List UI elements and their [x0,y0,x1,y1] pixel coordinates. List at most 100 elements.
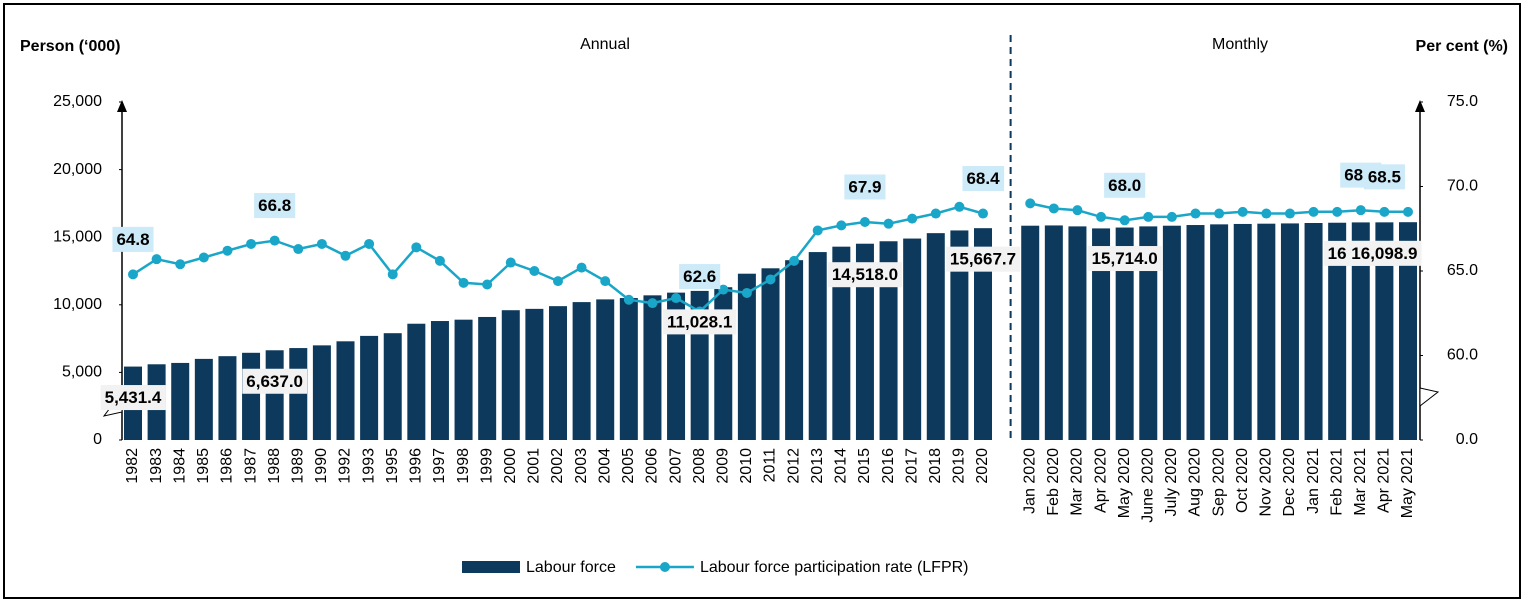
x-tick-label: Oct 2020 [1234,448,1251,513]
bar [1280,223,1299,440]
x-tick-label: 2010 [738,448,755,484]
x-tick-label: June 2020 [1139,448,1156,523]
x-tick-label: 2007 [667,448,684,484]
data-label-group: 16,098.9 [1347,240,1422,266]
label-box [1104,172,1146,198]
y-tick-label: 5,000 [62,364,102,381]
bar [1233,223,1252,440]
x-tick-label: 1993 [360,448,377,484]
marker [1143,211,1154,222]
marker [364,238,375,249]
legend-label: Labour force [526,559,616,576]
marker [907,213,918,224]
bar [572,302,591,440]
data-label: 68.4 [966,169,1000,188]
axis-break [1419,387,1440,408]
bar [1092,228,1111,440]
x-tick-label: Jan 2021 [1305,448,1322,514]
label-box [827,262,903,288]
x-tick-label: Aug 2020 [1187,448,1204,517]
bar [1021,225,1040,440]
x-tick-label: May 2020 [1116,448,1133,518]
bar [336,341,355,440]
data-label: 15,714.0 [1092,249,1158,268]
bar [430,321,449,440]
marker [718,284,729,295]
x-tick-label: 2012 [785,448,802,484]
data-label: 62.6 [683,267,716,286]
bar [832,246,851,440]
marker [1025,198,1036,209]
bar [619,298,638,440]
section-label: Monthly [1212,36,1268,53]
y2-tick-label: 70.0 [1447,178,1478,195]
marker [128,269,138,280]
x-tick-label: 1999 [478,448,495,484]
data-label-group: 68.0 [1104,172,1146,198]
marker [1284,208,1295,219]
data-label: 64.8 [116,230,149,249]
label-box [1363,164,1405,190]
x-tick-label: 2020 [974,448,991,484]
bar [879,241,898,440]
marker [930,208,941,219]
x-tick-label: 1984 [171,448,188,484]
marker [505,257,516,268]
bar [501,310,520,440]
data-label: 11,028.1 [667,312,732,331]
data-label-group: 67.9 [844,174,886,200]
marker [883,218,894,229]
data-label: 68.0 [1108,176,1141,195]
marker [812,225,823,236]
marker [1072,205,1083,216]
axis-arrow [117,100,127,112]
bar [1139,226,1158,440]
x-tick-label: 1998 [455,448,472,484]
x-tick-label: 1985 [195,448,212,484]
x-tick-label: 2004 [596,448,613,484]
bar [737,273,756,440]
x-tick-label: 1982 [124,448,141,484]
data-label-group: 15,714.0 [1087,246,1162,272]
bar [312,345,331,440]
bar [903,238,922,440]
data-label-group: 15,667.7 [945,246,1021,272]
marker [1355,205,1366,216]
legend-label: Labour force participation rate (LFPR) [700,559,969,576]
marker [1261,208,1272,219]
data-label: 15,667.7 [950,250,1016,269]
marker [623,294,634,305]
marker [765,274,776,285]
x-tick-label: Jan 2020 [1021,448,1038,514]
marker [978,208,988,219]
x-tick-label: 2003 [573,448,590,484]
x-tick-label: 1983 [148,448,165,484]
marker [482,279,493,290]
bar [950,230,969,440]
x-tick-label: 1988 [266,448,283,484]
data-label-group: 14,518.0 [827,262,903,288]
data-label: 68.5 [1368,167,1401,186]
bar [265,350,284,440]
bar [218,356,237,440]
x-tick-label: 2009 [714,448,731,484]
marker [1403,206,1413,217]
marker [1237,206,1248,217]
y-tick-label: 0 [93,431,102,448]
x-tick-label: 2001 [526,448,543,484]
y2-tick-label: 0.0 [1456,431,1478,448]
label-box [112,226,154,252]
bar [289,348,308,440]
marker [1332,206,1343,217]
y-tick-label: 15,000 [53,228,102,245]
marker [1190,208,1201,219]
bar [171,362,190,440]
bar [525,308,544,440]
marker [600,276,611,287]
x-tick-label: 1987 [242,448,259,484]
bar [785,260,804,440]
marker [1214,208,1225,219]
x-tick-label: Apr 2021 [1376,448,1393,513]
bar [596,299,615,440]
x-tick-label: 2018 [927,448,944,484]
